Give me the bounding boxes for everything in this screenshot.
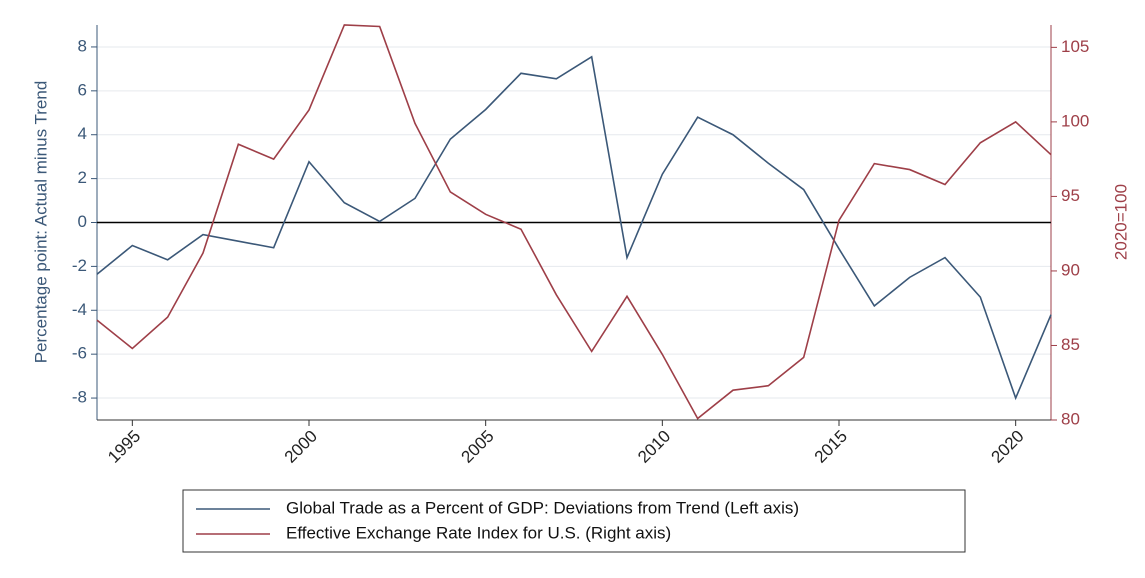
x-tick-label: 2000 xyxy=(281,427,321,467)
y-tick-label: -4 xyxy=(72,300,87,319)
y-tick-label: -2 xyxy=(72,256,87,275)
y-tick-label: 0 xyxy=(78,212,87,231)
y-axis-label: Percentage point: Actual minus Trend xyxy=(31,81,50,364)
y2-tick-label: 80 xyxy=(1061,409,1080,428)
series-line xyxy=(96,55,1052,401)
x-tick-label: 2020 xyxy=(987,427,1027,467)
y-tick-label: 8 xyxy=(78,36,87,55)
legend-box xyxy=(182,489,966,553)
legend-label: Global Trade as a Percent of GDP: Deviat… xyxy=(286,498,799,517)
y-tick-label: -6 xyxy=(72,344,87,363)
series-line xyxy=(96,24,1052,420)
x-tick-label: 2010 xyxy=(634,427,674,467)
y-tick-label: -8 xyxy=(72,388,87,407)
y2-tick-label: 100 xyxy=(1061,111,1089,130)
y2-axis-label: 2020=100 xyxy=(1111,184,1130,260)
x-tick-label: 2005 xyxy=(457,427,497,467)
y-tick-label: 4 xyxy=(78,124,87,143)
y-tick-label: 6 xyxy=(78,80,87,99)
y2-tick-label: 85 xyxy=(1061,335,1080,354)
y2-tick-label: 90 xyxy=(1061,260,1080,279)
legend-label: Effective Exchange Rate Index for U.S. (… xyxy=(286,523,671,542)
y2-tick-label: 95 xyxy=(1061,186,1080,205)
x-tick-label: 1995 xyxy=(104,427,144,467)
y-tick-label: 2 xyxy=(78,168,87,187)
y2-tick-label: 105 xyxy=(1061,37,1089,56)
x-tick-label: 2015 xyxy=(811,427,851,467)
